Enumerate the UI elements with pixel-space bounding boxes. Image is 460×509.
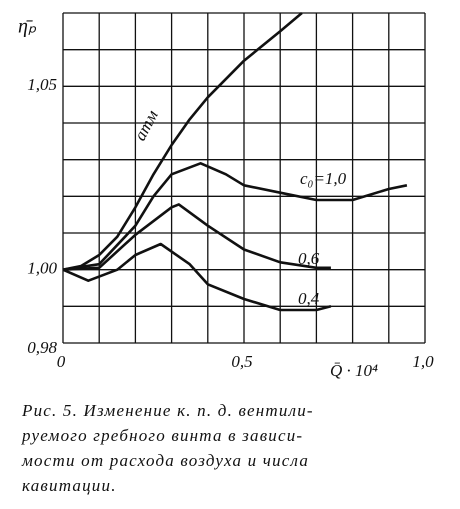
- series-label: 0,6: [298, 249, 320, 268]
- caption-line: кавитации.: [22, 476, 117, 495]
- x-tick-label: 1,0: [412, 352, 434, 371]
- line: [62, 242, 332, 312]
- y-tick-label: 0,98: [27, 338, 57, 357]
- x-tick-label: 0,5: [231, 352, 252, 371]
- line: [62, 203, 331, 271]
- x-tick-label: 0: [57, 352, 66, 371]
- caption-line: руемого гребного винта в зависи-: [21, 426, 303, 445]
- caption-line: мости от расхода воздуха и числа: [21, 451, 309, 470]
- y-tick-label: 1,00: [27, 259, 57, 278]
- line: [62, 162, 408, 271]
- y-tick-label: 1,05: [27, 75, 57, 94]
- y-axis-label: η̄ₚ: [18, 16, 37, 38]
- series-label: 0,4: [298, 289, 320, 308]
- x-axis-label: Q̄ · 10⁴: [330, 361, 378, 380]
- series-label: c₀=1,0: [300, 169, 347, 188]
- line: [62, 12, 303, 271]
- caption-line: Рис. 5. Изменение к. п. д. вентили-: [21, 401, 314, 420]
